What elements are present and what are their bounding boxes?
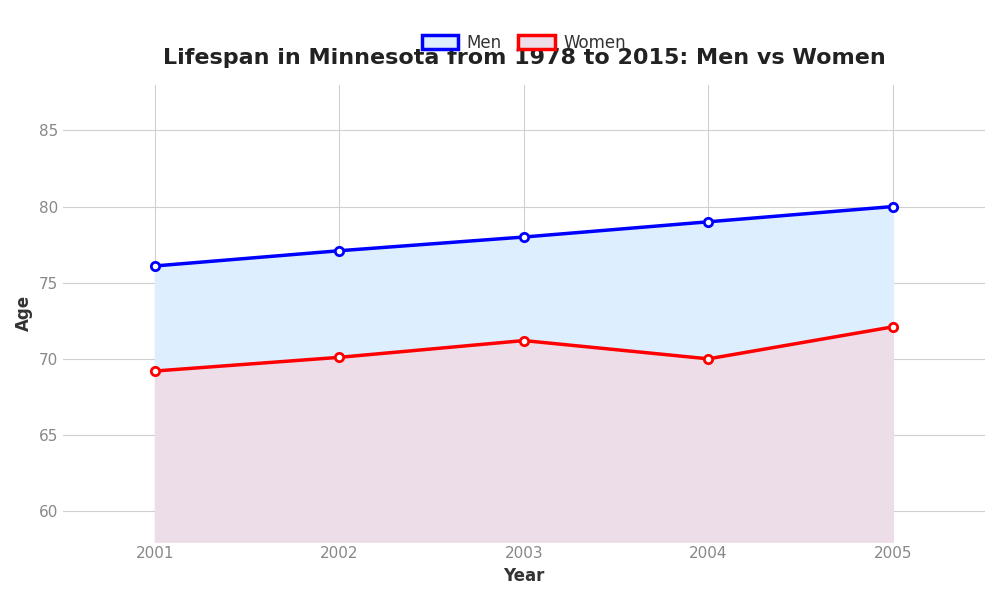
X-axis label: Year: Year	[503, 567, 545, 585]
Y-axis label: Age: Age	[15, 295, 33, 331]
Legend: Men, Women: Men, Women	[422, 34, 626, 52]
Title: Lifespan in Minnesota from 1978 to 2015: Men vs Women: Lifespan in Minnesota from 1978 to 2015:…	[163, 48, 885, 68]
